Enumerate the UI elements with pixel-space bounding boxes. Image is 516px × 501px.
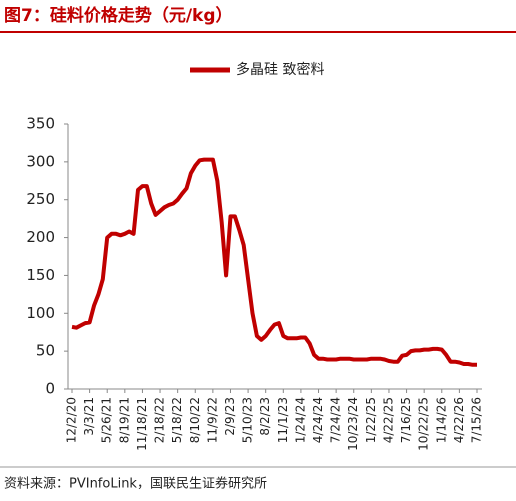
x-tick-label: 11/1/23	[276, 397, 290, 443]
x-tick-label: 1/22/25	[364, 397, 378, 443]
y-tick-label: 350	[26, 115, 55, 133]
x-tick-label: 10/22/25	[417, 397, 431, 451]
x-tick-label: 3/3/21	[82, 397, 96, 436]
x-tick-label: 1/24/24	[293, 397, 307, 443]
x-tick-label: 2/9/23	[223, 397, 237, 436]
x-tick-label: 8/19/21	[117, 397, 131, 443]
x-tick-label: 4/22/26	[452, 397, 466, 443]
chart-title: 图7：硅料价格走势（元/kg）	[4, 5, 233, 26]
y-tick-label: 0	[45, 380, 55, 398]
y-tick-label: 300	[26, 152, 55, 170]
source: 资料来源：PVInfoLink，国联民生证券研究所	[4, 476, 267, 492]
series-line	[71, 157, 477, 367]
x-tick-label: 11/9/22	[205, 397, 219, 443]
x-tick-label: 5/26/21	[100, 397, 114, 443]
x-tick-label: 1/14/26	[434, 397, 448, 443]
x-tick-label: 4/22/25	[381, 397, 395, 443]
x-tick-label: 7/15/26	[470, 397, 484, 443]
x-tick-label: 5/10/23	[241, 397, 255, 443]
x-tick-label: 12/2/20	[65, 397, 79, 443]
x-tick-label: 10/23/24	[346, 397, 360, 451]
x-tick-label: 7/24/24	[329, 397, 343, 443]
x-tick-label: 7/16/25	[399, 397, 413, 443]
y-tick-label: 150	[26, 266, 55, 284]
x-tick-label: 11/18/21	[135, 397, 149, 451]
x-tick-label: 2/18/22	[153, 397, 167, 443]
y-tick-label: 100	[26, 304, 55, 322]
y-tick-label: 250	[26, 190, 55, 208]
x-tick-label: 5/18/22	[170, 397, 184, 443]
legend-label: 多晶硅 致密料	[236, 61, 324, 78]
x-tick-label: 8/10/22	[188, 397, 202, 443]
x-tick-label: 8/2/23	[258, 397, 272, 436]
y-tick-label: 50	[36, 342, 55, 360]
x-tick-label: 4/24/24	[311, 397, 325, 443]
y-tick-label: 200	[26, 228, 55, 246]
